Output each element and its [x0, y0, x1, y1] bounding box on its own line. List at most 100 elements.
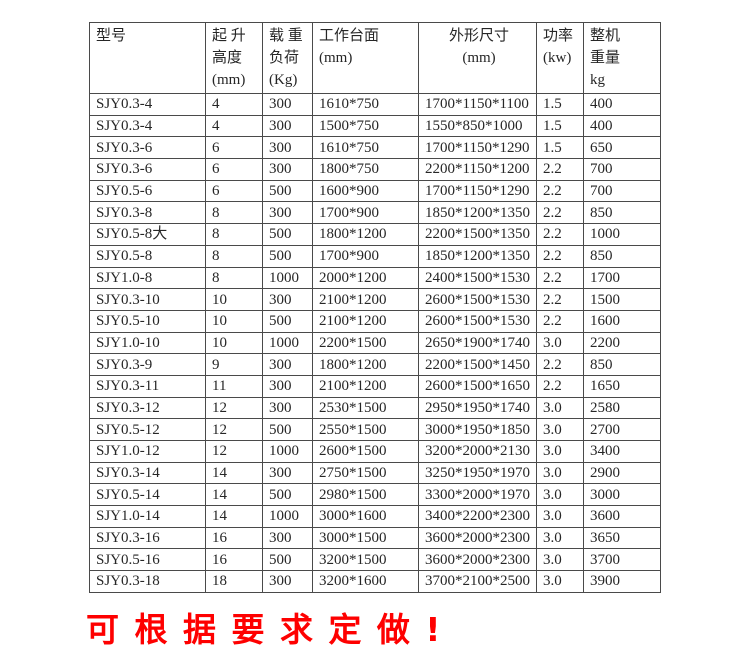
- table-cell: 2950*1950*1740: [418, 396, 537, 420]
- table-cell: 1000: [262, 266, 313, 290]
- table-cell: 500: [262, 483, 313, 507]
- header-line: 负荷: [269, 50, 300, 66]
- table-cell: SJY0.3-4: [89, 114, 206, 138]
- table-cell: 11: [205, 374, 263, 398]
- table-row: SJY0.3-4 4 300 1500*750 1550*850*1000 1.5 400: [89, 114, 661, 138]
- table-row: SJY0.5-6 6 500 1600*900 1700*1150*1290 2.2 700: [89, 179, 661, 203]
- table-cell: 3000*1500: [312, 526, 419, 550]
- table-cell: 300: [262, 374, 313, 398]
- header-line: 外形尺寸: [448, 28, 509, 44]
- table-cell: 1700*900: [312, 244, 419, 268]
- table-cell: 1000: [262, 331, 313, 355]
- table-cell: 2580: [583, 396, 661, 420]
- table-cell: 1850*1200*1350: [418, 201, 537, 225]
- table-cell: 1000: [262, 440, 313, 463]
- table-cell: 6: [205, 179, 263, 203]
- table-cell: SJY0.5-14: [89, 483, 206, 507]
- table-cell: 1700*900: [312, 201, 419, 225]
- table-cell: 12: [205, 418, 263, 441]
- table-row: SJY0.5-10 10 500 2100*1200 2600*1500*1530 2.2…: [89, 309, 661, 333]
- table-cell: 1700*1150*1290: [418, 179, 537, 203]
- table-row: SJY0.5-8 8 500 1700*900 1850*1200*1350 2.2 850: [89, 244, 661, 268]
- table-cell: 2650*1900*1740: [418, 331, 537, 355]
- table-cell: 2600*1500: [312, 440, 419, 463]
- header-line: 功率: [543, 28, 574, 44]
- header-line: (kw): [543, 50, 572, 66]
- table-cell: 3.0: [536, 331, 584, 355]
- table-cell: 3650: [583, 526, 661, 550]
- table-cell: 1700*1150*1290: [418, 136, 537, 160]
- table-cell: 850: [583, 353, 661, 376]
- table-cell: 3.0: [536, 483, 584, 507]
- table-cell: 3000: [583, 483, 661, 507]
- table-cell: 2600*1500*1650: [418, 374, 537, 398]
- table-cell: 3000*1600: [312, 505, 419, 528]
- table-cell: 1.5: [536, 136, 584, 160]
- header-cell-model: 型号: [89, 22, 206, 94]
- table-cell: 1850*1200*1350: [418, 244, 537, 268]
- table-cell: 1650: [583, 374, 661, 398]
- table-cell: SJY0.3-14: [89, 461, 206, 485]
- table-cell: 1700*1150*1100: [418, 93, 537, 116]
- table-cell: 850: [583, 244, 661, 268]
- table-cell: 2200*1500: [312, 331, 419, 355]
- table-cell: 300: [262, 353, 313, 376]
- table-cell: 9: [205, 353, 263, 376]
- table-cell: 2200: [583, 331, 661, 355]
- table-cell: 2900: [583, 461, 661, 485]
- table-cell: 1000: [583, 223, 661, 246]
- header-line: 起 升: [212, 28, 246, 44]
- table-cell: 2.2: [536, 309, 584, 333]
- table-cell: 2200*1500*1450: [418, 353, 537, 376]
- table-row: SJY0.3-16 16 300 3000*1500 3600*2000*2300 3.0…: [89, 526, 661, 550]
- table-cell: 2100*1200: [312, 288, 419, 311]
- table-cell: 3200*2000*2130: [418, 440, 537, 463]
- table-cell: 3.0: [536, 418, 584, 441]
- table-cell: 3600: [583, 505, 661, 528]
- table-cell: 3250*1950*1970: [418, 461, 537, 485]
- table-row: SJY0.3-12 12 300 2530*1500 2950*1950*1740 3.0…: [89, 396, 661, 420]
- table-row: SJY0.5-8大 8 500 1800*1200 2200*1500*1350 2.2 1…: [89, 223, 661, 246]
- header-line: (mm): [212, 72, 246, 88]
- table-cell: 3200*1600: [312, 570, 419, 593]
- table-cell: 16: [205, 526, 263, 550]
- table-cell: 4: [205, 93, 263, 116]
- table-cell: SJY1.0-14: [89, 505, 206, 528]
- table-cell: 400: [583, 93, 661, 116]
- table-cell: 2200*1500*1350: [418, 223, 537, 246]
- table-cell: 300: [262, 201, 313, 225]
- table-cell: 3.0: [536, 548, 584, 572]
- table-row: SJY0.3-8 8 300 1700*900 1850*1200*1350 2.2 850: [89, 201, 661, 225]
- table-cell: 16: [205, 548, 263, 572]
- table-cell: 1.5: [536, 93, 584, 116]
- table-cell: 2000*1200: [312, 266, 419, 290]
- table-cell: 850: [583, 201, 661, 225]
- table-cell: 6: [205, 136, 263, 160]
- table-cell: 2550*1500: [312, 418, 419, 441]
- header-line: 整机: [590, 28, 621, 44]
- table-cell: 3000*1950*1850: [418, 418, 537, 441]
- header-cell-dimensions: 外形尺寸 (mm): [418, 22, 537, 94]
- table-cell: 700: [583, 179, 661, 203]
- table-cell: 8: [205, 244, 263, 268]
- table-cell: SJY0.5-10: [89, 309, 206, 333]
- table-cell: 2530*1500: [312, 396, 419, 420]
- table-cell: 3300*2000*1970: [418, 483, 537, 507]
- table-cell: 2.2: [536, 353, 584, 376]
- table-cell: 2.2: [536, 158, 584, 181]
- table-cell: 14: [205, 461, 263, 485]
- header-line: (mm): [319, 50, 353, 66]
- table-cell: 3400*2200*2300: [418, 505, 537, 528]
- table-cell: 3700: [583, 548, 661, 572]
- table-cell: 300: [262, 396, 313, 420]
- table-cell: 1800*750: [312, 158, 419, 181]
- table-cell: 500: [262, 179, 313, 203]
- table-cell: 3700*2100*2500: [418, 570, 537, 593]
- table-cell: 3.0: [536, 440, 584, 463]
- table-row: SJY1.0-12 12 1000 2600*1500 3200*2000*2130 3.…: [89, 440, 661, 463]
- header-line: 工作台面: [319, 28, 380, 44]
- table-cell: SJY0.5-12: [89, 418, 206, 441]
- table-cell: SJY1.0-10: [89, 331, 206, 355]
- table-cell: 500: [262, 418, 313, 441]
- table-cell: 700: [583, 158, 661, 181]
